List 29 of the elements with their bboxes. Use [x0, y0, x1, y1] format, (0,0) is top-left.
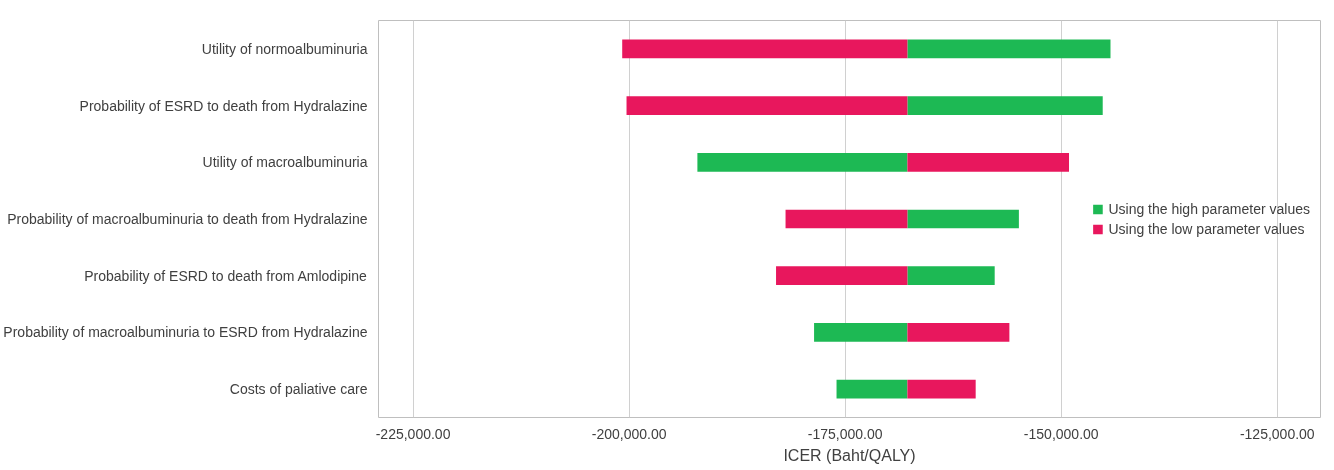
y-tick-label: Costs of paliative care	[229, 381, 368, 398]
x-tick-label: -125,000.00	[1239, 425, 1315, 442]
bar	[907, 209, 1019, 229]
bar	[776, 266, 908, 286]
y-tick-label: Probability of ESRD to death from Hydralazine	[79, 97, 368, 114]
legend-label: Using the low parameter values	[1108, 220, 1305, 237]
x-axis-title: ICER (Baht/QALY)	[783, 446, 916, 464]
bar	[814, 323, 908, 342]
bar	[907, 39, 1111, 59]
y-tick-label: Probability of macroalbuminuria to ESRD from Hydralazine	[3, 324, 368, 341]
bar	[697, 152, 908, 172]
y-tick-label: Probability of ESRD to death from Amlodipine	[84, 267, 367, 284]
legend-label: Using the high parameter values	[1108, 200, 1310, 217]
bar	[907, 152, 1070, 172]
x-tick-label: -200,000.00	[591, 425, 667, 442]
y-tick-label: Utility of macroalbuminuria	[202, 154, 368, 171]
bar	[836, 379, 908, 399]
bar	[907, 96, 1103, 115]
x-tick-label: -225,000.00	[375, 425, 451, 442]
x-tick-label: -175,000.00	[807, 425, 883, 442]
y-tick-label: Probability of macroalbuminuria to death from Hydralazine	[7, 211, 368, 227]
bar	[785, 209, 908, 229]
bar	[907, 379, 976, 399]
x-tick-label: -150,000.00	[1023, 425, 1099, 442]
bar	[622, 39, 908, 59]
y-tick-label: Utility of normoalbuminuria	[201, 40, 368, 57]
bar	[907, 266, 995, 286]
bar	[626, 96, 908, 115]
bar	[907, 323, 1010, 342]
